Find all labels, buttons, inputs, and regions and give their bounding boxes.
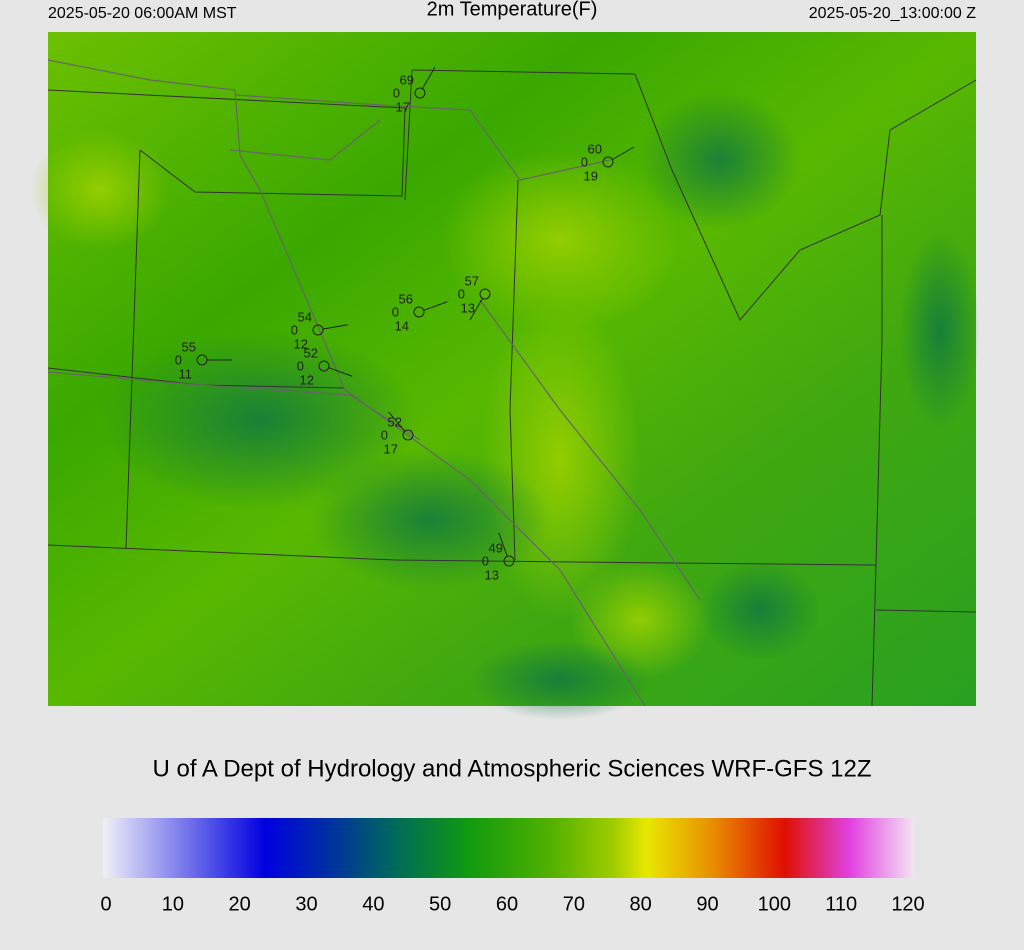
dewpoint: 12 (300, 372, 314, 387)
temperature: 56 (399, 291, 413, 306)
cloud-cover: 0 (581, 154, 588, 169)
stations: 6901760019570135601454012520125501152017… (175, 66, 635, 582)
temperature: 57 (465, 273, 479, 288)
tick-label: 20 (229, 893, 251, 915)
tick-label: 0 (100, 893, 111, 915)
temperature: 69 (400, 72, 414, 87)
tick-label: 100 (758, 893, 791, 915)
tick-label: 10 (162, 893, 184, 915)
cloud-cover: 0 (175, 352, 182, 367)
colorbar (103, 818, 914, 878)
dewpoint: 17 (396, 99, 410, 114)
cloud-cover: 0 (291, 322, 298, 337)
map (30, 32, 980, 720)
credit: U of A Dept of Hydrology and Atmospheric… (153, 755, 872, 782)
map-title: 2m Temperature(F) (427, 0, 598, 20)
cloud-cover: 0 (297, 358, 304, 373)
wind-barb (469, 298, 483, 321)
tick-label: 70 (563, 893, 585, 915)
wind-barb (388, 411, 406, 432)
station-marker (503, 555, 515, 567)
station-marker (312, 324, 324, 336)
tick-label: 40 (362, 893, 384, 915)
tick-label: 90 (696, 893, 718, 915)
tick-label: 110 (825, 893, 857, 915)
wind-barb (422, 66, 436, 89)
station-marker (414, 87, 426, 99)
dewpoint: 13 (461, 300, 475, 315)
dewpoint: 11 (179, 366, 193, 381)
temperature: 55 (182, 339, 196, 354)
tick-label: 80 (630, 893, 652, 915)
tick-label: 120 (891, 893, 924, 915)
colorbar-ticks: 0 10 20 30 40 50 60 70 80 90 100 110 120 (100, 878, 925, 915)
cloud-cover: 0 (393, 85, 400, 100)
tick-label: 30 (295, 893, 317, 915)
temperature: 52 (388, 414, 402, 429)
station-marker (413, 306, 425, 318)
temperature: 52 (304, 345, 318, 360)
wind-barb (423, 301, 448, 311)
wind-barb (498, 532, 508, 557)
wind-barb (328, 367, 353, 377)
station-marker (479, 288, 491, 300)
valid-time: 2025-05-20 06:00AM MST (48, 5, 237, 22)
dewpoint: 19 (584, 168, 598, 183)
temperature: 54 (298, 309, 312, 324)
station-marker (402, 429, 414, 441)
temperature: 60 (588, 141, 602, 156)
tick-label: 50 (429, 893, 451, 915)
station-marker (602, 156, 614, 168)
dewpoint: 17 (384, 441, 398, 456)
cloud-cover: 0 (381, 427, 388, 442)
dewpoint: 14 (395, 318, 409, 333)
cloud-cover: 0 (458, 286, 465, 301)
temperature: 49 (489, 540, 503, 555)
cloud-cover: 0 (482, 553, 489, 568)
cloud-cover: 0 (392, 304, 399, 319)
wind-barb (612, 146, 635, 160)
station-marker (318, 360, 330, 372)
tick-label: 60 (496, 893, 518, 915)
utc-time: 2025-05-20_13:00:00 Z (809, 5, 976, 22)
dewpoint: 12 (294, 336, 308, 351)
wind-barb (322, 324, 348, 330)
dewpoint: 13 (485, 567, 499, 582)
